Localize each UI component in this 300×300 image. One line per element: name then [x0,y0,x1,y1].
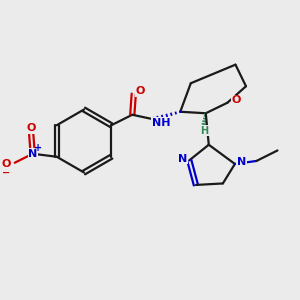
Text: O: O [231,95,241,105]
Text: N: N [237,157,246,167]
Text: N: N [28,149,37,159]
Text: NH: NH [152,118,170,128]
Text: O: O [2,159,11,169]
Text: O: O [26,123,36,133]
Text: N: N [178,154,187,164]
Text: O: O [136,86,145,96]
Text: −: − [2,167,11,177]
Text: +: + [34,143,42,153]
Text: H: H [200,126,208,136]
